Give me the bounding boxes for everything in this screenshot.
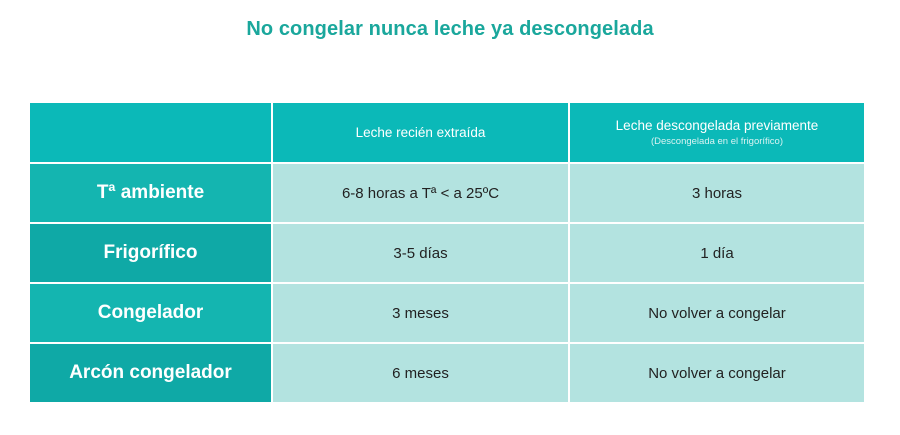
row-label: Congelador — [97, 302, 204, 323]
cell-value: 1 día — [700, 244, 734, 262]
row-header-chest-freezer: Arcón congelador — [30, 344, 271, 402]
cell-value: 3 meses — [392, 304, 449, 322]
cell-value: No volver a congelar — [648, 304, 786, 322]
row-label: Tª ambiente — [96, 182, 205, 203]
cell-refrigerator-fresh: 3-5 días — [273, 224, 568, 282]
header-thawed-milk: Leche descongelada previamente (Desconge… — [570, 103, 864, 162]
row-header-refrigerator: Frigorífico — [30, 224, 271, 282]
cell-value: 6 meses — [392, 364, 449, 382]
page-title: No congelar nunca leche ya descongelada — [246, 18, 654, 40]
row-label: Arcón congelador — [69, 362, 232, 383]
header-thawed-milk-label: Leche descongelada previamente — [615, 118, 819, 133]
row-header-freezer: Congelador — [30, 284, 271, 342]
row-label: Frigorífico — [103, 242, 198, 263]
header-thawed-milk-sublabel: (Descongelada en el frigorífico) — [650, 136, 783, 147]
header-fresh-milk-label: Leche recién extraída — [355, 125, 486, 140]
storage-table: Leche recién extraída Leche descongelada… — [30, 103, 864, 404]
cell-value: 3 horas — [691, 184, 743, 202]
cell-room-temperature-thawed: 3 horas — [570, 164, 864, 222]
cell-chest-freezer-thawed: No volver a congelar — [570, 344, 864, 402]
header-fresh-milk: Leche recién extraída — [273, 103, 568, 162]
cell-freezer-thawed: No volver a congelar — [570, 284, 864, 342]
row-header-room-temperature: Tª ambiente — [30, 164, 271, 222]
cell-value: 6-8 horas a Tª < a 25ºC — [341, 184, 500, 202]
header-corner-cell — [30, 103, 271, 162]
cell-freezer-fresh: 3 meses — [273, 284, 568, 342]
cell-value: 3-5 días — [393, 244, 448, 262]
cell-chest-freezer-fresh: 6 meses — [273, 344, 568, 402]
cell-refrigerator-thawed: 1 día — [570, 224, 864, 282]
cell-room-temperature-fresh: 6-8 horas a Tª < a 25ºC — [273, 164, 568, 222]
cell-value: No volver a congelar — [648, 364, 786, 382]
